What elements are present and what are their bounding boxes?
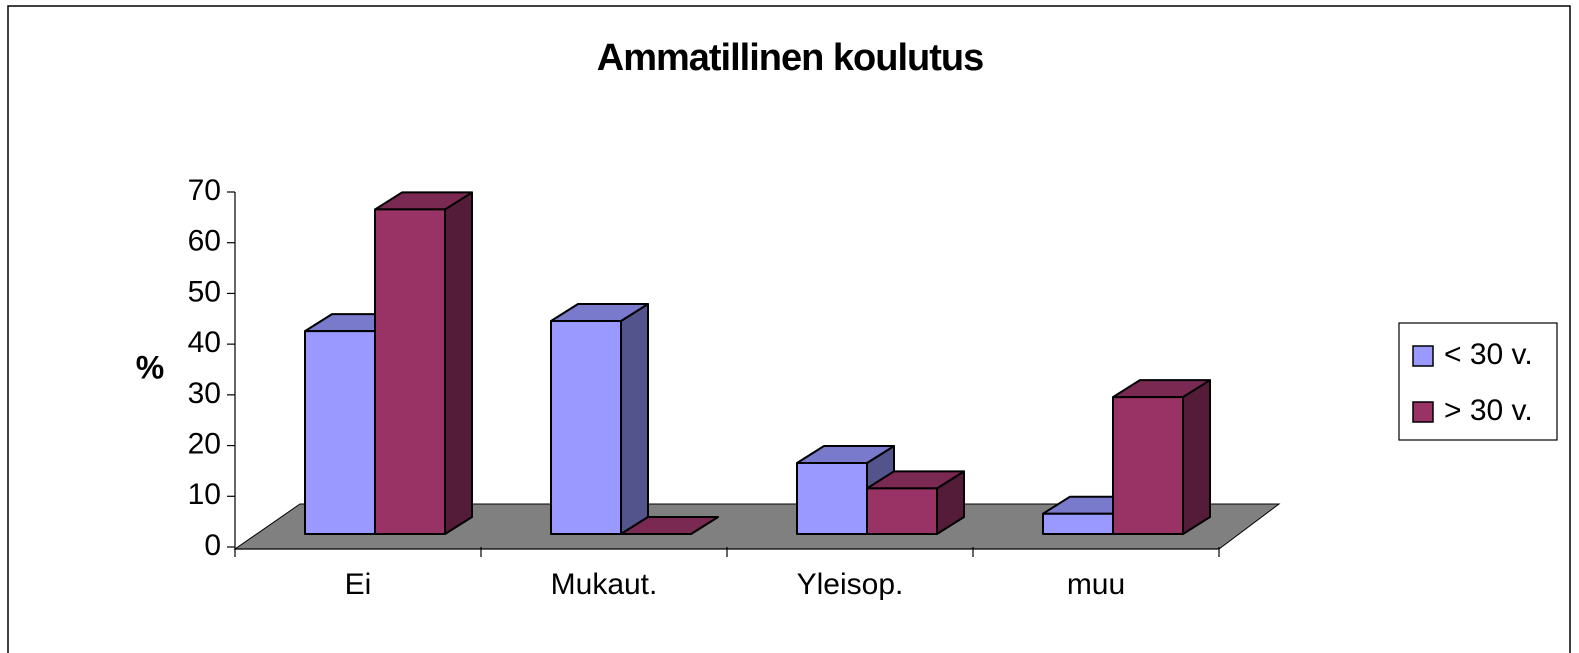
bar-front — [304, 330, 376, 535]
legend-label: > 30 v. — [1444, 394, 1533, 427]
bar-front — [550, 320, 622, 535]
bar — [620, 516, 719, 535]
bar — [1042, 495, 1141, 535]
bar-front — [1042, 512, 1114, 535]
bar — [866, 470, 965, 535]
x-tick-label: Yleisop. — [797, 568, 904, 601]
legend-swatch — [1412, 401, 1434, 423]
bar — [374, 191, 473, 535]
x-tick-label: muu — [1067, 568, 1125, 601]
bar-front — [374, 208, 446, 535]
bar-top — [620, 516, 719, 535]
legend-label: < 30 v. — [1444, 338, 1533, 371]
x-tick-label: Ei — [345, 568, 372, 601]
y-axis-title: % — [136, 349, 164, 385]
y-tick-label: 10 — [188, 478, 221, 511]
bar-front — [866, 487, 938, 535]
y-tick-label: 60 — [188, 225, 221, 258]
bar-front — [1112, 396, 1184, 535]
y-tick-label: 50 — [188, 275, 221, 308]
bar — [550, 303, 649, 535]
bar — [1112, 379, 1211, 535]
x-tick-label: Mukaut. — [551, 568, 658, 601]
bar-side — [444, 191, 473, 535]
y-tick-label: 0 — [204, 529, 221, 562]
chart-title: Ammatillinen koulutus — [597, 37, 983, 79]
bar-side — [620, 303, 649, 535]
chart-frame — [7, 5, 1571, 653]
bar-front — [796, 462, 868, 535]
y-tick-label: 20 — [188, 427, 221, 460]
y-tick-label: 40 — [188, 326, 221, 359]
y-tick-label: 30 — [188, 377, 221, 410]
legend-swatch — [1412, 345, 1434, 367]
bar-side — [1182, 379, 1211, 535]
y-tick-label: 70 — [188, 174, 221, 207]
